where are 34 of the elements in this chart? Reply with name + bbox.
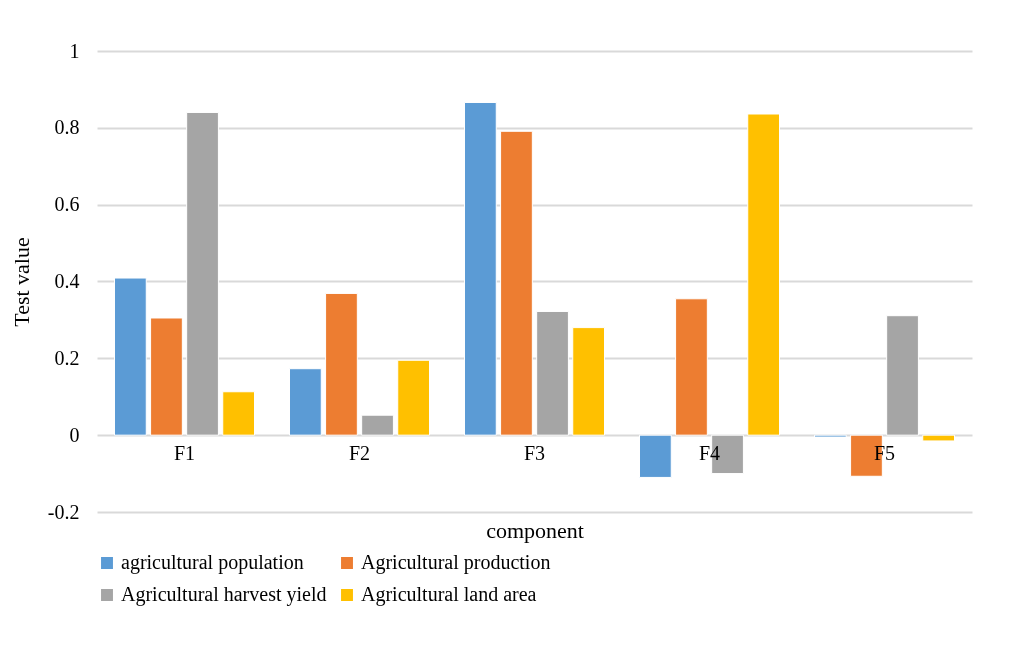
x-tick-label: F1 xyxy=(173,441,196,464)
bar xyxy=(114,277,147,436)
bar xyxy=(747,113,780,436)
bar xyxy=(150,317,183,436)
bar xyxy=(289,368,322,436)
bar xyxy=(639,434,672,478)
bar xyxy=(572,327,605,436)
y-tick-label: -0.2 xyxy=(47,500,80,523)
y-axis-title: Test value xyxy=(8,237,34,327)
bar xyxy=(536,310,569,436)
y-tick-label: 0.4 xyxy=(54,270,80,292)
legend-label: Agricultural land area xyxy=(361,583,537,606)
bar xyxy=(186,111,219,436)
legend-label: agricultural population xyxy=(121,551,304,574)
bar xyxy=(464,101,497,436)
bar xyxy=(922,434,955,442)
bar xyxy=(397,359,430,436)
legend-label: Agricultural production xyxy=(361,551,551,574)
x-tick-label: F3 xyxy=(523,441,546,464)
x-tick-label: F2 xyxy=(348,441,371,464)
y-tick-label: 0.6 xyxy=(54,193,80,216)
y-tick-label: 1 xyxy=(69,39,80,62)
bar xyxy=(361,414,394,436)
bar xyxy=(222,391,255,436)
bar xyxy=(325,292,358,436)
bar xyxy=(886,315,919,436)
bar xyxy=(500,130,533,436)
y-tick-label: 0.8 xyxy=(54,116,80,139)
legend-label: Agricultural harvest yield xyxy=(121,583,327,606)
y-tick-label: 0 xyxy=(69,423,80,446)
x-axis-title: component xyxy=(486,517,584,543)
y-tick-label: 0.2 xyxy=(54,346,80,369)
bar xyxy=(675,298,708,436)
x-tick-label: F4 xyxy=(698,441,721,464)
